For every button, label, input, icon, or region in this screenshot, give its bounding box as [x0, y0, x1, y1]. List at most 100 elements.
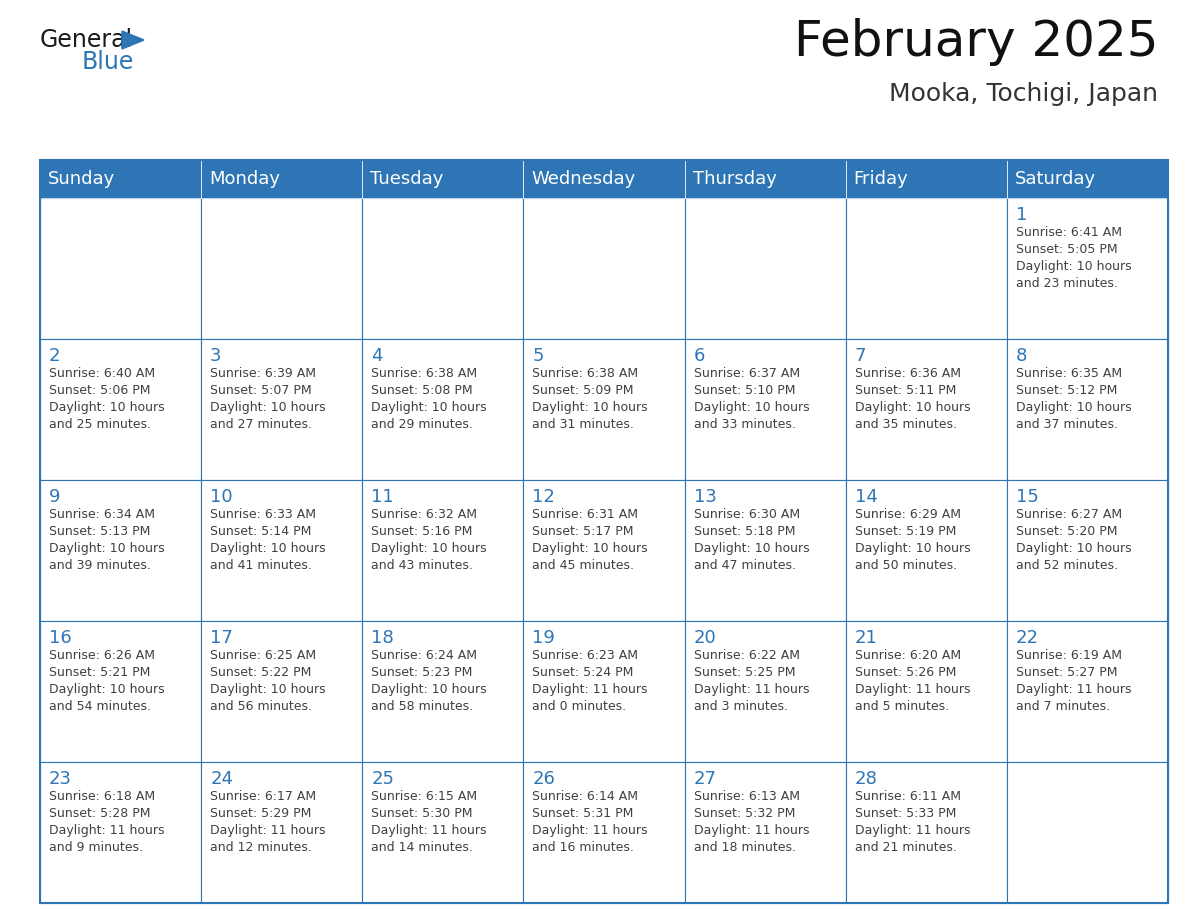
Text: 8: 8: [1016, 347, 1028, 365]
Bar: [1007, 762, 1168, 903]
Text: Daylight: 10 hours: Daylight: 10 hours: [854, 401, 971, 414]
Text: 17: 17: [210, 629, 233, 647]
Text: Daylight: 10 hours: Daylight: 10 hours: [210, 683, 326, 696]
Text: Daylight: 11 hours: Daylight: 11 hours: [210, 824, 326, 837]
Bar: [40, 160, 201, 198]
Text: 11: 11: [372, 488, 394, 506]
Text: Sunset: 5:14 PM: Sunset: 5:14 PM: [210, 525, 311, 538]
Text: Daylight: 11 hours: Daylight: 11 hours: [49, 824, 164, 837]
Text: 28: 28: [854, 770, 878, 788]
Text: Sunrise: 6:19 AM: Sunrise: 6:19 AM: [1016, 649, 1121, 662]
Text: and 5 minutes.: and 5 minutes.: [854, 700, 949, 713]
Text: Daylight: 10 hours: Daylight: 10 hours: [1016, 401, 1131, 414]
Bar: [684, 762, 846, 903]
Text: Sunset: 5:33 PM: Sunset: 5:33 PM: [854, 807, 956, 820]
Text: Daylight: 11 hours: Daylight: 11 hours: [854, 683, 971, 696]
Text: Sunrise: 6:35 AM: Sunrise: 6:35 AM: [1016, 367, 1121, 380]
Bar: [524, 160, 684, 198]
Text: 2: 2: [49, 347, 61, 365]
Bar: [362, 621, 524, 762]
Bar: [362, 480, 524, 621]
Text: Daylight: 10 hours: Daylight: 10 hours: [532, 542, 647, 555]
Text: Sunrise: 6:13 AM: Sunrise: 6:13 AM: [694, 790, 800, 803]
Bar: [524, 480, 684, 621]
Bar: [201, 198, 362, 339]
Text: and 56 minutes.: and 56 minutes.: [210, 700, 312, 713]
Text: Daylight: 11 hours: Daylight: 11 hours: [854, 824, 971, 837]
Text: Tuesday: Tuesday: [371, 170, 443, 188]
Bar: [846, 339, 1007, 480]
Text: Sunset: 5:07 PM: Sunset: 5:07 PM: [210, 384, 311, 397]
Text: Daylight: 10 hours: Daylight: 10 hours: [1016, 542, 1131, 555]
Text: Sunrise: 6:40 AM: Sunrise: 6:40 AM: [49, 367, 156, 380]
Text: Daylight: 11 hours: Daylight: 11 hours: [532, 824, 647, 837]
Text: Sunset: 5:08 PM: Sunset: 5:08 PM: [372, 384, 473, 397]
Bar: [846, 762, 1007, 903]
Text: Daylight: 10 hours: Daylight: 10 hours: [532, 401, 647, 414]
Text: and 52 minutes.: and 52 minutes.: [1016, 559, 1118, 572]
Text: 22: 22: [1016, 629, 1038, 647]
Text: Friday: Friday: [854, 170, 909, 188]
Text: 3: 3: [210, 347, 222, 365]
Bar: [201, 480, 362, 621]
Text: Daylight: 10 hours: Daylight: 10 hours: [49, 683, 165, 696]
Text: Sunset: 5:27 PM: Sunset: 5:27 PM: [1016, 666, 1118, 679]
Bar: [40, 339, 201, 480]
Bar: [40, 160, 1168, 903]
Bar: [684, 198, 846, 339]
Bar: [201, 339, 362, 480]
Text: Sunrise: 6:17 AM: Sunrise: 6:17 AM: [210, 790, 316, 803]
Text: Daylight: 10 hours: Daylight: 10 hours: [210, 542, 326, 555]
Text: and 33 minutes.: and 33 minutes.: [694, 418, 796, 431]
Text: and 41 minutes.: and 41 minutes.: [210, 559, 312, 572]
Text: 24: 24: [210, 770, 233, 788]
Text: and 27 minutes.: and 27 minutes.: [210, 418, 312, 431]
Text: Daylight: 10 hours: Daylight: 10 hours: [1016, 260, 1131, 273]
Polygon shape: [122, 31, 144, 49]
Text: and 23 minutes.: and 23 minutes.: [1016, 277, 1118, 290]
Text: Sunset: 5:25 PM: Sunset: 5:25 PM: [694, 666, 795, 679]
Text: and 3 minutes.: and 3 minutes.: [694, 700, 788, 713]
Text: Sunset: 5:06 PM: Sunset: 5:06 PM: [49, 384, 151, 397]
Bar: [1007, 621, 1168, 762]
Text: 27: 27: [694, 770, 716, 788]
Bar: [201, 762, 362, 903]
Bar: [846, 160, 1007, 198]
Bar: [40, 762, 201, 903]
Text: Daylight: 10 hours: Daylight: 10 hours: [49, 542, 165, 555]
Text: and 25 minutes.: and 25 minutes.: [49, 418, 151, 431]
Text: Sunrise: 6:33 AM: Sunrise: 6:33 AM: [210, 508, 316, 521]
Text: Sunset: 5:29 PM: Sunset: 5:29 PM: [210, 807, 311, 820]
Text: 12: 12: [532, 488, 555, 506]
Text: Sunrise: 6:15 AM: Sunrise: 6:15 AM: [372, 790, 478, 803]
Text: Thursday: Thursday: [693, 170, 777, 188]
Text: Daylight: 10 hours: Daylight: 10 hours: [372, 542, 487, 555]
Text: Sunset: 5:10 PM: Sunset: 5:10 PM: [694, 384, 795, 397]
Text: Sunrise: 6:25 AM: Sunrise: 6:25 AM: [210, 649, 316, 662]
Text: Sunrise: 6:37 AM: Sunrise: 6:37 AM: [694, 367, 800, 380]
Bar: [40, 480, 201, 621]
Text: Sunrise: 6:31 AM: Sunrise: 6:31 AM: [532, 508, 638, 521]
Text: Sunrise: 6:24 AM: Sunrise: 6:24 AM: [372, 649, 478, 662]
Bar: [362, 160, 524, 198]
Text: General: General: [40, 28, 133, 52]
Text: Sunrise: 6:14 AM: Sunrise: 6:14 AM: [532, 790, 638, 803]
Text: Wednesday: Wednesday: [531, 170, 636, 188]
Text: Daylight: 10 hours: Daylight: 10 hours: [372, 683, 487, 696]
Text: Sunday: Sunday: [48, 170, 115, 188]
Text: and 12 minutes.: and 12 minutes.: [210, 841, 312, 854]
Text: 10: 10: [210, 488, 233, 506]
Text: Daylight: 11 hours: Daylight: 11 hours: [372, 824, 487, 837]
Text: Sunset: 5:24 PM: Sunset: 5:24 PM: [532, 666, 634, 679]
Text: 5: 5: [532, 347, 544, 365]
Text: 18: 18: [372, 629, 394, 647]
Text: 21: 21: [854, 629, 878, 647]
Text: 19: 19: [532, 629, 555, 647]
Bar: [684, 160, 846, 198]
Text: 15: 15: [1016, 488, 1038, 506]
Text: Sunset: 5:13 PM: Sunset: 5:13 PM: [49, 525, 151, 538]
Text: 6: 6: [694, 347, 704, 365]
Text: and 21 minutes.: and 21 minutes.: [854, 841, 956, 854]
Text: Sunrise: 6:36 AM: Sunrise: 6:36 AM: [854, 367, 961, 380]
Text: Monday: Monday: [209, 170, 280, 188]
